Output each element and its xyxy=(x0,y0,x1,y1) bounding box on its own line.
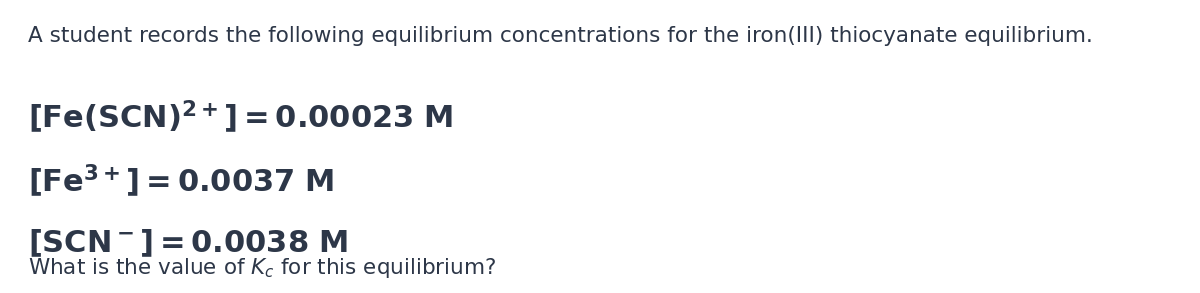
Text: $\mathbf{[Fe(SCN)^{2+}] = 0.00023\ M}$: $\mathbf{[Fe(SCN)^{2+}] = 0.00023\ M}$ xyxy=(28,99,452,136)
Text: What is the value of $K_c$ for this equilibrium?: What is the value of $K_c$ for this equi… xyxy=(28,256,496,280)
Text: A student records the following equilibrium concentrations for the iron(III) thi: A student records the following equilibr… xyxy=(28,26,1092,47)
Text: $\mathbf{[SCN^-] = 0.0038\ M}$: $\mathbf{[SCN^-] = 0.0038\ M}$ xyxy=(28,227,347,259)
Text: $\mathbf{[Fe^{3+}] = 0.0037\ M}$: $\mathbf{[Fe^{3+}] = 0.0037\ M}$ xyxy=(28,163,334,200)
